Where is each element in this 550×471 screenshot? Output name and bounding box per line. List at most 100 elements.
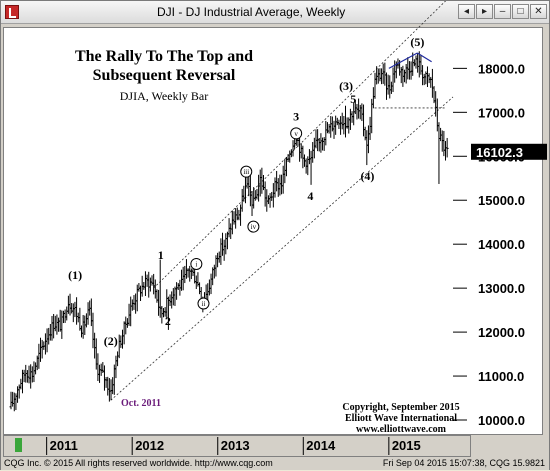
price-bar xyxy=(45,328,49,353)
price-bar xyxy=(52,313,56,339)
price-bar xyxy=(283,159,287,184)
title-bar[interactable]: DJI - DJ Industrial Average, Weekly ◂ ▸ … xyxy=(1,1,549,24)
price-bar xyxy=(157,289,161,316)
price-bar xyxy=(276,178,280,197)
price-bar xyxy=(181,266,185,291)
price-bar xyxy=(139,285,143,302)
price-bar xyxy=(275,170,279,192)
price-bar xyxy=(222,239,226,261)
price-bar xyxy=(288,150,292,163)
price-bar xyxy=(50,315,54,341)
close-button[interactable]: ✕ xyxy=(530,4,547,19)
price-bar xyxy=(207,279,211,296)
y-tick-label: 12000.0 xyxy=(478,325,525,340)
wave-5-line xyxy=(417,52,432,63)
price-bar xyxy=(81,314,85,339)
price-bar xyxy=(70,303,74,314)
minimize-button[interactable]: – xyxy=(494,4,511,19)
price-bar xyxy=(176,283,180,290)
cqg-app-icon xyxy=(5,5,19,19)
price-bar xyxy=(150,275,154,286)
price-bar xyxy=(245,176,249,189)
price-bar xyxy=(412,59,416,67)
price-bar xyxy=(29,364,33,389)
scroll-right-button[interactable]: ▸ xyxy=(476,4,493,19)
price-bar xyxy=(229,223,233,240)
plot-area-frame[interactable] xyxy=(3,27,543,435)
copyright-line-1: Copyright, September 2015 xyxy=(342,402,459,413)
price-bar xyxy=(380,68,384,85)
price-bar xyxy=(106,376,110,396)
price-bar xyxy=(230,210,234,235)
price-bar xyxy=(360,103,364,122)
y-tick-label: 15000.0 xyxy=(478,193,525,208)
y-tick-label: 18000.0 xyxy=(478,61,525,76)
scroll-left-button[interactable]: ◂ xyxy=(458,4,475,19)
price-bar xyxy=(243,176,247,204)
price-bar xyxy=(383,62,387,86)
price-bar xyxy=(75,297,79,325)
price-bar xyxy=(22,369,26,383)
price-bar xyxy=(132,295,136,310)
price-bar xyxy=(73,301,77,318)
svg-text:v: v xyxy=(294,130,298,138)
price-bar xyxy=(171,288,175,306)
price-bar xyxy=(358,104,362,120)
price-bar xyxy=(312,137,316,159)
price-bar xyxy=(25,370,29,383)
chart-subtitle: DJIA, Weekly Bar xyxy=(120,89,208,103)
svg-text:ii: ii xyxy=(202,300,206,308)
price-bar xyxy=(68,293,72,316)
wave-label: 2 xyxy=(165,314,171,328)
price-bar xyxy=(437,122,441,184)
price-bar xyxy=(332,120,336,139)
price-bar xyxy=(427,73,431,84)
price-bar xyxy=(94,338,98,370)
price-bar xyxy=(299,143,303,159)
status-copyright: CQG Inc. © 2015 All rights reserved worl… xyxy=(4,458,273,468)
price-bar xyxy=(301,145,305,169)
price-bar xyxy=(422,73,426,86)
wave-label: (2) xyxy=(104,334,118,348)
wave-label: (3) xyxy=(339,79,353,93)
maximize-button[interactable]: □ xyxy=(512,4,529,19)
wave-label: v xyxy=(290,127,303,140)
price-bar xyxy=(175,282,179,300)
svg-text:iii: iii xyxy=(243,168,249,176)
price-bar xyxy=(78,307,82,331)
price-bar xyxy=(209,273,213,295)
price-bar xyxy=(53,315,57,332)
price-bar xyxy=(198,282,202,295)
price-bar xyxy=(291,140,295,157)
price-bar xyxy=(80,325,84,338)
x-tick-label: 2015 xyxy=(392,438,421,453)
price-bar xyxy=(416,52,420,73)
svg-text:4: 4 xyxy=(307,189,313,203)
price-bar xyxy=(47,327,51,345)
price-bar xyxy=(444,141,448,161)
price-bar xyxy=(30,366,34,383)
price-bar xyxy=(445,137,449,158)
price-bar xyxy=(61,310,65,324)
price-bar xyxy=(334,115,338,135)
price-bar xyxy=(403,69,407,83)
price-bar xyxy=(122,321,126,345)
last-price-marker: 16102.3 xyxy=(471,143,547,160)
price-bar xyxy=(363,126,367,141)
svg-text:(5): (5) xyxy=(410,35,424,49)
price-bar xyxy=(255,188,259,200)
wave-5-line xyxy=(388,52,418,69)
price-bar xyxy=(99,363,103,376)
price-bar xyxy=(366,125,370,154)
x-tick-label: 2013 xyxy=(221,438,250,453)
price-bar xyxy=(404,64,408,84)
price-bar xyxy=(86,302,90,325)
price-bar xyxy=(409,61,413,80)
price-bar xyxy=(232,211,236,225)
price-bar xyxy=(368,116,372,140)
time-axis: 2011 2012 2013 2014 2015 xyxy=(15,437,421,455)
price-bar xyxy=(221,232,225,256)
price-bar xyxy=(375,66,379,85)
price-bar xyxy=(117,334,121,359)
